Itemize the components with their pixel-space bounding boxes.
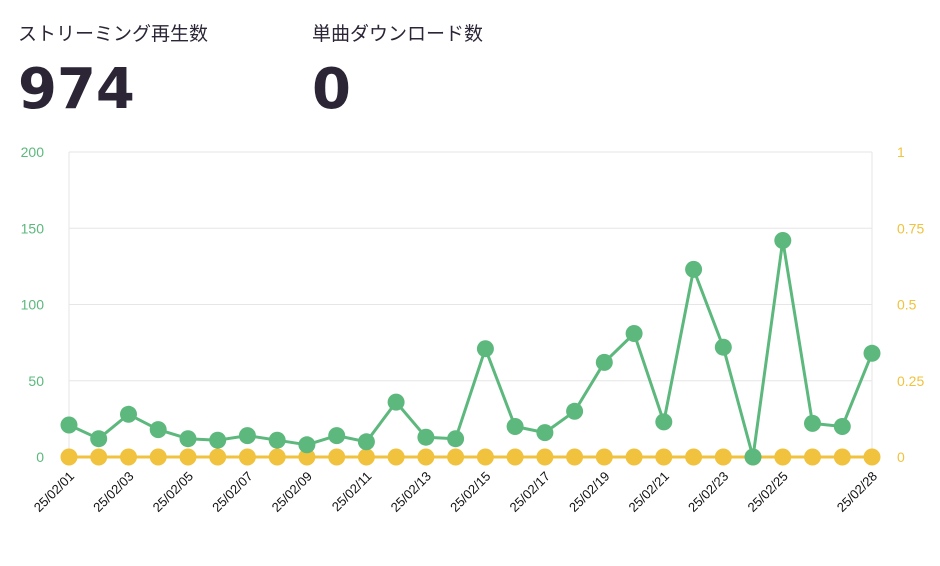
- data-point-1[interactable]: [804, 448, 821, 466]
- y-right-tick-label: 0.5: [897, 297, 917, 313]
- data-point-0[interactable]: [714, 338, 732, 356]
- stat-streaming: ストリーミング再生数 974: [18, 22, 208, 120]
- data-point-1[interactable]: [655, 448, 673, 466]
- data-point-0[interactable]: [120, 405, 137, 423]
- data-point-1[interactable]: [863, 448, 881, 466]
- data-point-1[interactable]: [625, 448, 643, 466]
- data-point-0[interactable]: [90, 430, 108, 448]
- x-tick-label: 25/02/11: [329, 469, 375, 515]
- data-point-0[interactable]: [833, 418, 851, 435]
- data-point-0[interactable]: [357, 433, 375, 451]
- data-point-0[interactable]: [536, 424, 554, 442]
- series-line-0: [68, 239, 874, 459]
- data-point-1[interactable]: [209, 448, 227, 466]
- x-tick-label: 25/02/17: [507, 469, 553, 515]
- data-point-0[interactable]: [328, 427, 346, 445]
- data-point-1[interactable]: [268, 448, 286, 466]
- stat-downloads-value: 0: [312, 57, 351, 122]
- data-point-0[interactable]: [744, 448, 762, 466]
- x-tick-label: 25/02/09: [269, 469, 315, 515]
- x-tick-label: 25/02/07: [209, 469, 255, 515]
- data-point-1[interactable]: [298, 448, 316, 466]
- data-point-0[interactable]: [179, 430, 197, 448]
- y-right-tick-label: 1: [897, 144, 905, 160]
- data-point-1[interactable]: [506, 448, 524, 466]
- y-left-tick-label: 150: [21, 220, 45, 236]
- data-point-0[interactable]: [506, 418, 524, 435]
- x-tick-label: 25/02/05: [150, 469, 196, 515]
- y-right-tick-label: 0: [897, 449, 905, 465]
- data-point-1[interactable]: [774, 448, 792, 466]
- data-point-1[interactable]: [238, 448, 256, 466]
- stat-downloads: 単曲ダウンロード数 0: [312, 22, 483, 120]
- data-point-0[interactable]: [149, 421, 167, 439]
- x-tick-label: 25/02/15: [447, 469, 493, 515]
- x-tick-label: 25/02/03: [90, 469, 136, 515]
- chart-grid: [68, 151, 873, 458]
- chart-series: [60, 232, 881, 466]
- y-right-tick-label: 0.75: [897, 220, 924, 236]
- data-point-0[interactable]: [566, 402, 584, 420]
- y-left-tick-label: 100: [21, 297, 45, 313]
- data-point-0[interactable]: [804, 414, 821, 432]
- data-point-0[interactable]: [447, 430, 465, 448]
- data-point-1[interactable]: [417, 448, 435, 466]
- data-point-0[interactable]: [655, 413, 673, 431]
- stat-streaming-label: ストリーミング再生数: [18, 23, 209, 45]
- data-point-1[interactable]: [387, 448, 405, 466]
- y-right-tick-label: 0.25: [897, 373, 924, 389]
- data-point-1[interactable]: [536, 448, 554, 466]
- data-point-1[interactable]: [476, 448, 494, 466]
- data-point-1[interactable]: [566, 448, 584, 466]
- data-point-0[interactable]: [774, 232, 792, 249]
- data-point-1[interactable]: [179, 448, 197, 466]
- data-point-0[interactable]: [863, 344, 881, 362]
- x-tick-label: 25/02/28: [834, 469, 880, 515]
- data-point-1[interactable]: [685, 448, 703, 466]
- data-point-0[interactable]: [625, 325, 643, 342]
- data-point-1[interactable]: [120, 448, 137, 466]
- stat-streaming-value: 974: [18, 57, 135, 122]
- data-point-0[interactable]: [238, 427, 256, 445]
- data-point-1[interactable]: [833, 448, 851, 466]
- data-point-0[interactable]: [387, 393, 405, 411]
- data-point-1[interactable]: [149, 448, 167, 466]
- y-left-tick-label: 0: [36, 449, 44, 465]
- data-point-0[interactable]: [268, 431, 286, 449]
- y-left-tick-label: 200: [21, 144, 45, 160]
- data-point-0[interactable]: [685, 260, 703, 278]
- x-tick-label: 25/02/13: [388, 469, 434, 515]
- y-left-tick-label: 50: [28, 373, 44, 389]
- data-point-1[interactable]: [714, 448, 732, 466]
- data-point-0[interactable]: [209, 431, 227, 449]
- data-point-0[interactable]: [417, 428, 435, 446]
- data-point-1[interactable]: [60, 448, 78, 466]
- data-point-1[interactable]: [447, 448, 465, 466]
- data-point-1[interactable]: [595, 448, 613, 466]
- data-point-0[interactable]: [476, 340, 494, 358]
- data-point-1[interactable]: [90, 448, 108, 466]
- x-tick-label: 25/02/23: [685, 469, 731, 515]
- data-point-1[interactable]: [328, 448, 346, 466]
- data-point-0[interactable]: [298, 436, 316, 454]
- data-point-0[interactable]: [595, 353, 613, 371]
- stat-downloads-label: 単曲ダウンロード数: [312, 23, 484, 45]
- x-tick-label: 25/02/25: [745, 469, 791, 515]
- data-point-0[interactable]: [60, 416, 78, 434]
- x-tick-label: 25/02/19: [566, 469, 612, 515]
- data-point-1[interactable]: [357, 448, 375, 466]
- x-tick-label: 25/02/01: [31, 469, 77, 515]
- x-tick-label: 25/02/21: [626, 469, 672, 515]
